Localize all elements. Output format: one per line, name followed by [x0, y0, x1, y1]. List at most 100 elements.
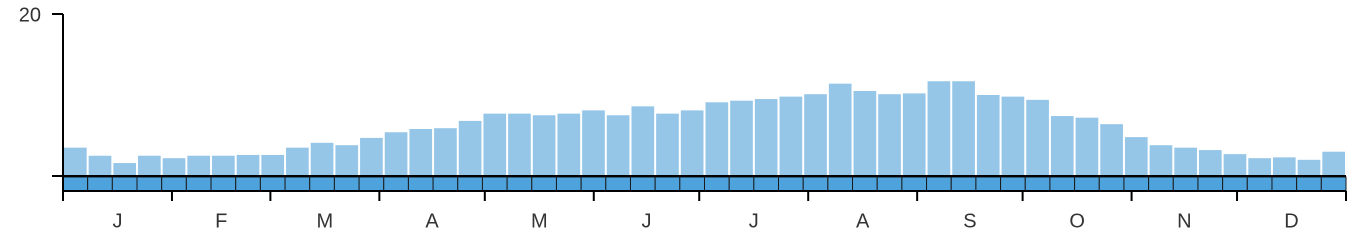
week-cell — [1172, 176, 1199, 192]
bar — [1322, 151, 1345, 176]
bar — [286, 147, 309, 176]
bar — [1100, 124, 1123, 176]
bar — [705, 102, 729, 176]
week-cell — [235, 176, 261, 192]
week-cell — [1222, 176, 1248, 192]
week-cell — [457, 176, 483, 192]
bar — [187, 155, 211, 176]
week-cell — [1074, 176, 1100, 192]
bar — [1149, 145, 1173, 176]
bar — [828, 83, 852, 176]
week-cell — [580, 176, 607, 192]
bar — [113, 163, 137, 176]
week-cell — [778, 176, 804, 192]
bar — [1075, 117, 1099, 176]
week-cell — [629, 176, 656, 192]
bar — [1248, 158, 1271, 176]
month-label: A — [425, 210, 439, 232]
week-cell — [383, 176, 409, 192]
y-tick-label: 20 — [19, 4, 41, 26]
bar — [1174, 147, 1197, 176]
week-cell — [1320, 176, 1347, 192]
bar — [261, 154, 285, 176]
bar — [754, 99, 778, 176]
month-label: F — [215, 210, 227, 232]
month-label: J — [642, 210, 652, 232]
week-cell — [1271, 176, 1298, 192]
bar — [1272, 157, 1296, 176]
week-cell — [136, 176, 163, 192]
bar — [656, 113, 679, 176]
bar — [335, 145, 359, 176]
bar — [212, 155, 235, 176]
bar — [434, 128, 457, 176]
bar — [360, 137, 383, 176]
bar — [680, 110, 704, 176]
bar — [804, 94, 827, 176]
bar — [458, 120, 482, 176]
bar — [927, 81, 951, 176]
month-label: M — [317, 210, 334, 232]
week-cell — [531, 176, 557, 192]
bar — [606, 115, 630, 176]
week-cell — [284, 176, 311, 192]
week-cell — [432, 176, 459, 192]
month-label: O — [1069, 210, 1085, 232]
week-cell — [111, 176, 138, 192]
bar — [1124, 137, 1148, 176]
bar — [1297, 159, 1321, 176]
bar — [384, 132, 408, 176]
bar — [582, 110, 605, 176]
week-cell — [1000, 176, 1026, 192]
week-cell — [802, 176, 829, 192]
bar — [1026, 99, 1049, 176]
week-cell — [1024, 176, 1051, 192]
week-cell — [185, 176, 212, 192]
week-cell — [1296, 176, 1322, 192]
week-cell — [950, 176, 977, 192]
bar — [952, 81, 975, 176]
bar — [878, 94, 901, 176]
month-label: D — [1284, 210, 1298, 232]
bar — [631, 106, 655, 176]
bar — [1001, 96, 1025, 176]
bar — [557, 113, 581, 176]
bar — [902, 93, 926, 176]
bar — [64, 147, 87, 176]
week-cell — [555, 176, 582, 192]
week-cell — [407, 176, 434, 192]
week-cell — [827, 176, 854, 192]
week-cell — [506, 176, 533, 192]
bar — [730, 100, 753, 176]
week-cell — [852, 176, 878, 192]
bar — [508, 113, 531, 176]
month-label: J — [749, 210, 759, 232]
bar — [779, 96, 803, 176]
week-cell — [605, 176, 631, 192]
week-cell — [679, 176, 705, 192]
month-label: A — [856, 210, 870, 232]
week-cell — [259, 176, 286, 192]
week-cell — [333, 176, 360, 192]
bar — [88, 155, 112, 176]
bar — [1198, 150, 1222, 176]
week-cell — [901, 176, 928, 192]
week-cell — [62, 176, 89, 192]
week-cell — [975, 176, 1002, 192]
bar — [138, 155, 161, 176]
bar — [1223, 154, 1247, 176]
week-cell — [1098, 176, 1125, 192]
week-cell — [1148, 176, 1174, 192]
week-cell — [1197, 176, 1224, 192]
week-cell — [358, 176, 385, 192]
week-cell — [1123, 176, 1150, 192]
bar — [236, 154, 260, 176]
bar — [409, 129, 433, 176]
bar — [483, 113, 507, 176]
week-cell — [753, 176, 780, 192]
month-label: N — [1177, 210, 1191, 232]
week-cell — [210, 176, 237, 192]
month-label: M — [531, 210, 548, 232]
